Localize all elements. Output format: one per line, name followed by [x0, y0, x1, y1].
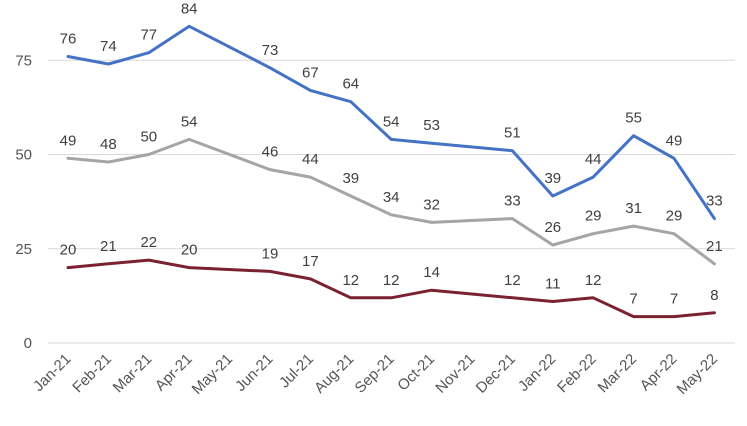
data-label: 31	[625, 200, 642, 217]
data-label: 44	[302, 151, 319, 168]
x-tick-label: Sep-21	[352, 351, 398, 397]
data-label: 12	[342, 272, 359, 289]
data-label: 19	[262, 245, 279, 262]
x-tick-label: May-21	[189, 351, 236, 398]
data-label: 14	[423, 264, 440, 281]
x-tick-label: Dec-21	[473, 351, 519, 397]
x-tick-label: Oct-21	[394, 351, 438, 395]
data-label: 54	[383, 113, 400, 130]
x-tick-label: Mar-22	[595, 351, 641, 397]
series-line-3	[66, 258, 716, 319]
data-label: 74	[100, 38, 117, 55]
x-tick-label: Jan-22	[515, 351, 559, 395]
data-label: 12	[383, 272, 400, 289]
data-label: 76	[60, 30, 77, 47]
data-label: 20	[60, 242, 77, 259]
data-label: 22	[140, 234, 157, 251]
x-tick-label: Apr-21	[152, 351, 196, 395]
x-tick-label: Jan-21	[30, 351, 74, 395]
data-label: 34	[383, 189, 400, 206]
series-line-1	[66, 24, 716, 221]
series-line-2	[66, 137, 716, 266]
data-label: 51	[504, 125, 521, 142]
data-label: 55	[625, 110, 642, 127]
data-label: 7	[629, 291, 637, 308]
data-label: 33	[706, 193, 723, 210]
y-tick-label: 25	[15, 241, 32, 258]
data-label: 48	[100, 136, 117, 153]
data-label: 17	[302, 253, 319, 270]
x-tick-label: Apr-22	[637, 351, 681, 395]
data-label: 21	[706, 238, 723, 255]
data-label: 44	[585, 151, 602, 168]
data-label: 33	[504, 193, 521, 210]
data-label: 84	[181, 0, 198, 17]
x-tick-label: Mar-21	[110, 351, 156, 397]
data-label: 21	[100, 238, 117, 255]
gridlines	[48, 59, 735, 344]
data-label: 39	[342, 170, 359, 187]
data-label: 49	[60, 132, 77, 149]
data-label: 29	[666, 208, 683, 225]
data-label: 73	[262, 42, 279, 59]
data-label: 7	[670, 291, 678, 308]
data-label: 39	[544, 170, 561, 187]
data-label: 12	[504, 272, 521, 289]
y-tick-label: 75	[15, 52, 32, 69]
x-tick-label: May-22	[674, 351, 721, 398]
data-label: 46	[262, 144, 279, 161]
data-label: 11	[545, 276, 561, 293]
y-tick-label: 0	[24, 335, 32, 352]
x-tick-label: Jun-21	[232, 351, 276, 395]
x-tick-label: Feb-21	[69, 351, 115, 397]
data-label: 64	[342, 76, 359, 93]
x-tick-label: Feb-22	[554, 351, 600, 397]
data-label: 77	[140, 27, 157, 44]
data-label: 12	[585, 272, 602, 289]
data-label: 29	[585, 208, 602, 225]
x-tick-label: Aug-21	[311, 351, 357, 397]
data-label: 49	[666, 132, 683, 149]
data-label: 50	[140, 129, 157, 146]
x-tick-label: Nov-21	[432, 351, 478, 397]
data-label: 20	[181, 242, 198, 259]
data-label: 67	[302, 64, 319, 81]
y-tick-label: 50	[15, 147, 32, 164]
data-label: 53	[423, 117, 440, 134]
data-label: 32	[423, 196, 440, 213]
data-label: 54	[181, 113, 198, 130]
data-label: 8	[710, 287, 718, 304]
data-label: 26	[544, 219, 561, 236]
